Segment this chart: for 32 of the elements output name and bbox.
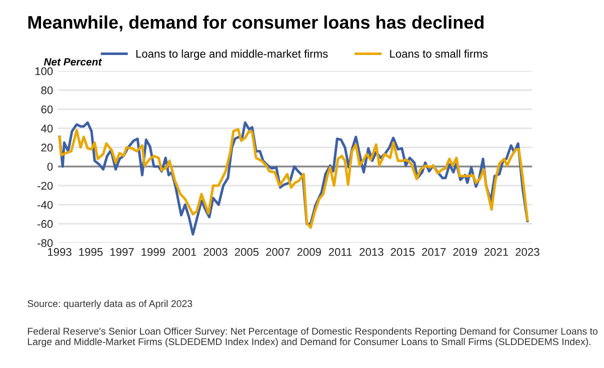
- legend-label: Loans to large and middle-market firms: [136, 50, 328, 60]
- source-note: Source: quarterly data as of April 2023: [28, 300, 192, 309]
- x-tick-label: 2013: [360, 248, 384, 256]
- x-tick-label: 1993: [48, 248, 72, 256]
- x-tick-label: 2017: [422, 248, 446, 256]
- y-tick-label: 20: [41, 144, 53, 152]
- chart-title: Meanwhile, demand for consumer loans has declined: [28, 16, 484, 32]
- x-tick-label: 2001: [172, 248, 196, 256]
- x-tick-label: 2023: [516, 248, 540, 256]
- y-tick-label: 40: [41, 124, 53, 132]
- x-tick-label: 2007: [266, 248, 290, 256]
- y-tick-label: 60: [41, 105, 53, 114]
- x-tick-label: 2011: [328, 248, 352, 256]
- y-tick-label: -20: [38, 182, 53, 190]
- x-tick-label: 2009: [297, 248, 321, 256]
- y-axis-title: Net Percent: [44, 58, 102, 66]
- y-tick-label: 100: [35, 67, 53, 76]
- x-tick-label: 2003: [204, 248, 228, 256]
- y-tick-label: 80: [41, 86, 53, 94]
- x-tick-label: 1997: [110, 248, 134, 256]
- x-tick-label: 2019: [453, 248, 477, 256]
- y-tick-label: -40: [38, 200, 53, 209]
- x-tick-label: 2021: [484, 248, 508, 256]
- x-tick-label: 2005: [234, 248, 259, 256]
- x-tick-label: 1995: [79, 248, 103, 256]
- legend-label: Loans to small firms: [390, 50, 488, 58]
- y-tick-label: 0: [47, 162, 53, 171]
- x-tick-label: 1999: [142, 248, 165, 256]
- y-tick-label: -60: [38, 220, 53, 228]
- text: Federal Reserve's Senior Loan Officer Survey: Net Percentage of Domestic Respondents Reporting Demand for Consumer Loans to Large and Middle-Market Firms (SLDEDEMD Index Index) and Demand for Consumer Loans to Small Firms (SLDDEDEMS Index).: [28, 328, 598, 348]
- y-tick-label: -80: [38, 239, 53, 248]
- x-tick-label: 2015: [390, 248, 415, 256]
